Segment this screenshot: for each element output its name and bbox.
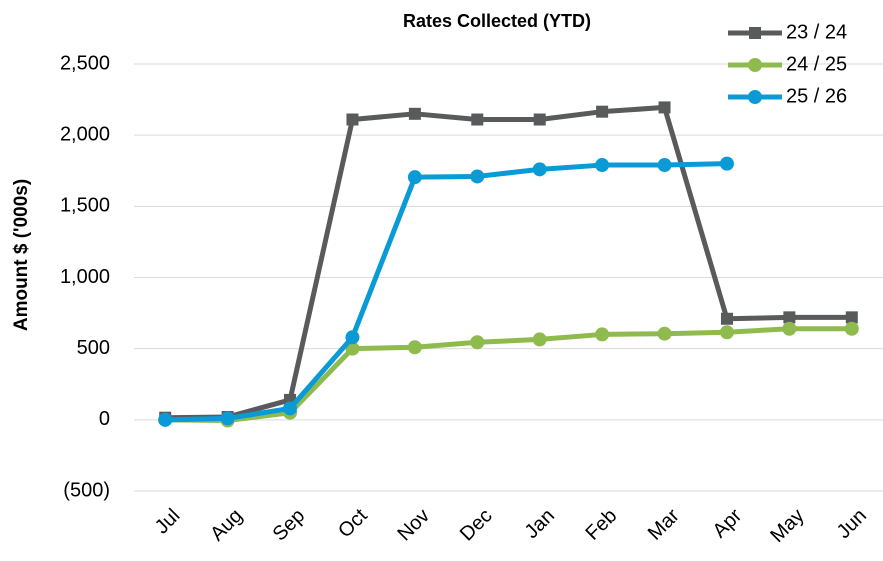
legend-marker [748,90,762,104]
legend-label: 25 / 26 [786,85,847,107]
marker [345,330,360,345]
marker [283,401,298,416]
x-tick-label: Mar [644,504,684,544]
marker [657,158,672,173]
marker [346,113,359,126]
x-tick-label: Oct [334,504,372,542]
marker [720,312,733,325]
x-tick-label: Sep [269,505,310,546]
marker [595,158,610,173]
marker [719,156,734,171]
y-axis-label: Amount $ ('000s) [11,179,32,331]
marker [408,107,421,120]
marker [596,105,609,118]
x-tick-label: Aug [206,505,247,546]
y-tick-label: 2,000 [60,123,110,145]
marker [345,341,360,356]
marker [783,311,796,324]
legend-label: 23 / 24 [786,21,847,43]
x-tick-label: Jan [521,505,559,543]
series-line [165,161,728,423]
y-tick-label: 0 [99,408,110,430]
marker [471,113,484,126]
marker [158,412,173,427]
marker [595,327,610,342]
legend-marker [748,58,762,72]
marker [782,321,797,336]
series-line [165,104,852,421]
marker [844,321,859,336]
x-tick-label: Jul [151,505,185,539]
marker [470,169,485,184]
y-tick-label: 1,000 [60,266,110,288]
x-tick-label: Nov [393,505,434,546]
marker [845,311,858,324]
y-tick-label: 500 [77,337,110,359]
y-tick-label: (500) [63,479,110,501]
legend-marker [749,27,761,39]
marker [407,340,422,355]
series-line [165,326,852,424]
x-tick-label: Jun [833,505,871,543]
legend-label: 24 / 25 [786,53,847,75]
y-tick-label: 2,500 [60,52,110,74]
marker [719,325,734,340]
marker [470,335,485,350]
marker [657,326,672,341]
x-tick-label: Apr [709,504,747,542]
x-tick-label: Dec [456,505,497,546]
chart-title: Rates Collected (YTD) [403,11,591,31]
marker [533,113,546,126]
y-tick-label: 1,500 [60,195,110,217]
marker [407,170,422,185]
marker [220,411,235,426]
x-tick-label: Feb [581,505,621,545]
marker [658,101,671,114]
x-tick-label: May [766,505,808,547]
marker [532,332,547,347]
marker [532,162,547,177]
